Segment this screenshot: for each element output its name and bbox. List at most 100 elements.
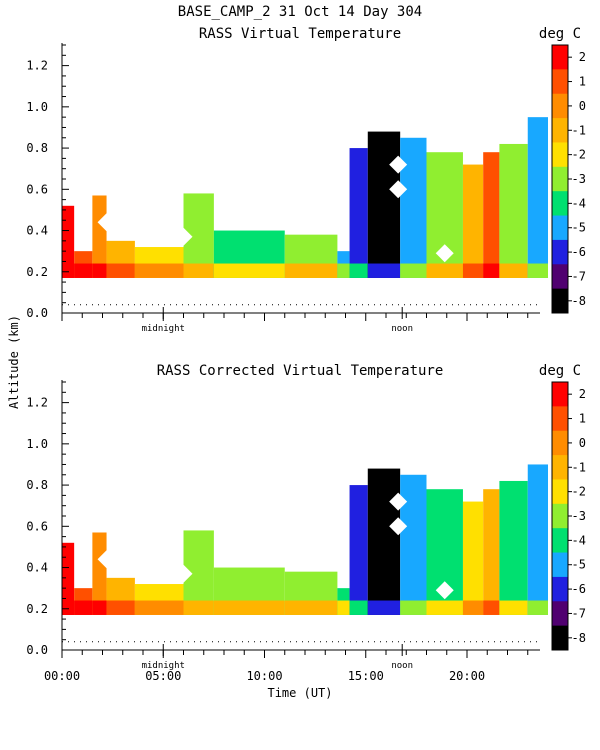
heatmap-region-low-0 [62, 263, 75, 278]
colorbar-swatch [552, 215, 568, 241]
missing-data-2 [435, 244, 454, 263]
heatmap-region-0 [62, 542, 75, 615]
y-tick-label: 1.2 [26, 396, 48, 410]
heatmap-region-low-3 [106, 263, 135, 278]
y-tick-label: 1.0 [26, 100, 48, 114]
colorbar-swatch [552, 288, 568, 314]
noon-marker-label: noon [391, 324, 413, 334]
heatmap-region-low-12 [426, 600, 463, 615]
heatmap-region-low-6 [213, 263, 285, 278]
colorbar-swatch [552, 45, 568, 70]
heatmap-region-16 [527, 464, 548, 615]
heatmap-region-low-4 [134, 600, 184, 615]
colorbar-tick-label: 2 [579, 50, 586, 64]
heatmap-region-low-9 [349, 600, 368, 615]
panel-title: RASS Corrected Virtual Temperature [157, 363, 444, 379]
heatmap-regions [62, 117, 548, 278]
heatmap-region-2 [92, 532, 107, 615]
colorbar-swatch [552, 118, 568, 143]
colorbar-swatch [552, 576, 568, 602]
colorbar-units-label: deg C [539, 363, 581, 379]
heatmap-region-11 [400, 474, 427, 615]
colorbar-tick-label: -8 [572, 294, 586, 308]
colorbar-tick-label: -3 [572, 172, 586, 186]
heatmap-region-low-1 [74, 263, 93, 278]
missing-data-4 [174, 227, 193, 246]
colorbar-swatch [552, 552, 568, 578]
heatmap-region-16 [527, 117, 548, 278]
panel-virtual-temperature: RASS Virtual Temperature deg C 0.0 0.2 0.4… [26, 26, 586, 334]
colorbar-tick-label: -5 [572, 221, 586, 235]
panel-corrected-virtual-temperature: RASS Corrected Virtual Temperature deg C… [26, 363, 586, 683]
colorbar-swatch [552, 479, 568, 505]
heatmap-region-13 [462, 501, 484, 615]
heatmap-region-low-12 [426, 263, 463, 278]
heatmap-region-low-15 [499, 263, 528, 278]
heatmap-region-9 [349, 148, 368, 278]
colorbar-tick-label: -1 [572, 123, 586, 137]
colorbar-tick-label: -4 [572, 533, 586, 547]
missing-data-0 [389, 492, 408, 511]
colorbar-swatch [552, 93, 568, 119]
colorbar-swatch [552, 455, 568, 480]
colorbar-units-label: deg C [539, 26, 581, 42]
colorbar-tick-label: -7 [572, 606, 586, 620]
y-tick-label: 0.4 [26, 224, 48, 238]
colorbar-tick-label: 2 [579, 387, 586, 401]
axes: 0.0 0.2 0.4 0.6 0.8 1.0 1.2 midnight noon 00:00 05… [26, 380, 540, 683]
colorbar-tick-label: -2 [572, 485, 586, 499]
heatmap-region-low-10 [367, 263, 401, 278]
colorbar-swatch [552, 406, 568, 432]
heatmap-region-10 [367, 468, 401, 615]
colorbar-tick-label: -2 [572, 148, 586, 162]
missing-data-0 [389, 155, 408, 174]
heatmap-region-9 [349, 485, 368, 615]
heatmap-region-low-14 [483, 600, 500, 615]
colorbar-tick-label: -1 [572, 460, 586, 474]
colorbar-swatch [552, 601, 568, 627]
colorbar-tick-label: 0 [579, 436, 586, 450]
heatmap-region-10 [367, 131, 401, 278]
y-tick-label: 0.6 [26, 519, 48, 533]
heatmap-region-low-2 [92, 600, 107, 615]
colorbar-tick-label: 1 [579, 412, 586, 426]
missing-data-2 [435, 581, 454, 600]
missing-data-holes [97, 155, 454, 263]
colorbar-tick-label: -6 [572, 582, 586, 596]
colorbar-tick-label: -4 [572, 196, 586, 210]
colorbar-swatch [552, 239, 568, 265]
colorbar-swatch [552, 142, 568, 168]
colorbar-swatch [552, 166, 568, 192]
heatmap-region-low-11 [400, 263, 427, 278]
y-tick-label: 0.4 [26, 561, 48, 575]
heatmap-region-0 [62, 205, 75, 278]
colorbar: 2 1 0 -1 -2 -3 -4 -5 -6 -7 -8 [551, 381, 586, 651]
heatmap-region-low-11 [400, 600, 427, 615]
missing-data-3 [97, 550, 116, 569]
missing-data-holes [97, 492, 454, 600]
colorbar-swatch [552, 191, 568, 217]
heatmap-region-low-9 [349, 263, 368, 278]
colorbar-swatch [552, 528, 568, 554]
heatmap-region-low-3 [106, 600, 135, 615]
x-tick-label: 00:00 [44, 669, 80, 683]
colorbar-swatch [552, 625, 568, 651]
heatmap-region-low-2 [92, 263, 107, 278]
heatmap-region-low-4 [134, 263, 184, 278]
x-tick-label: 15:00 [348, 669, 384, 683]
heatmap-region-14 [483, 152, 500, 278]
heatmap-region-low-6 [213, 600, 285, 615]
colorbar-tick-label: -5 [572, 558, 586, 572]
noon-marker-label: noon [391, 661, 413, 671]
colorbar-tick-label: -7 [572, 269, 586, 283]
heatmap-region-14 [483, 489, 500, 615]
x-tick-label: 10:00 [246, 669, 282, 683]
heatmap-region-low-16 [527, 263, 548, 278]
midnight-marker-label: midnight [142, 324, 185, 334]
panel-title: RASS Virtual Temperature [199, 26, 401, 42]
y-tick-label: 0.8 [26, 478, 48, 492]
colorbar: 2 1 0 -1 -2 -3 -4 -5 -6 -7 -8 [551, 44, 586, 314]
colorbar-swatch [552, 503, 568, 529]
heatmap-region-low-15 [499, 600, 528, 615]
